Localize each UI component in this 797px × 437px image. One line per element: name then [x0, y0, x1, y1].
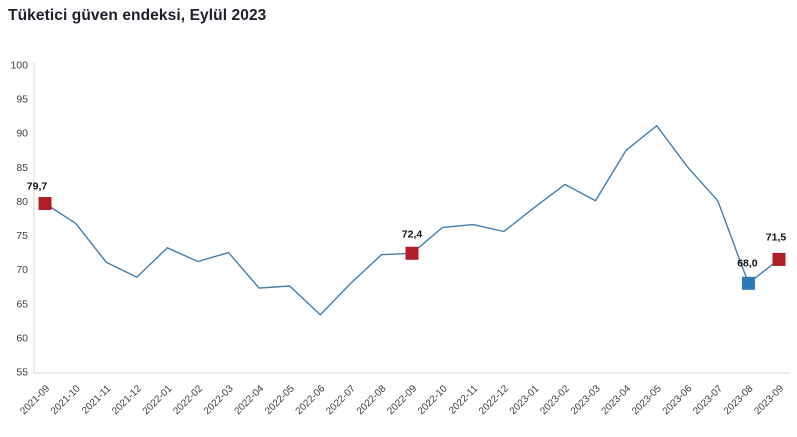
- x-tick-label-2022-08: 2022-08: [355, 383, 389, 417]
- x-tick-label-2022-04: 2022-04: [232, 383, 266, 417]
- x-tick-label-2023-06: 2023-06: [661, 383, 695, 417]
- data-point-marker-2022-09: [405, 246, 419, 260]
- x-tick-label-2022-11: 2022-11: [447, 383, 481, 417]
- data-point-label-2023-09: 71,5: [766, 231, 787, 243]
- y-tick-label-60: 60: [16, 332, 28, 344]
- y-tick-label-70: 70: [16, 264, 28, 276]
- data-point-label-2022-09: 72,4: [402, 228, 423, 240]
- data-point-marker-2021-09: [38, 196, 52, 210]
- x-tick-label-2022-12: 2022-12: [477, 383, 511, 417]
- x-tick-label-2023-07: 2023-07: [691, 383, 725, 417]
- x-tick-label-2022-03: 2022-03: [202, 383, 236, 417]
- x-tick-label-2023-05: 2023-05: [630, 383, 664, 417]
- x-tick-label-2021-09: 2021-09: [18, 383, 52, 417]
- x-tick-label-2022-07: 2022-07: [324, 383, 358, 417]
- series-line: [44, 124, 780, 316]
- y-tick-label-90: 90: [16, 128, 28, 140]
- x-tick-label-2023-02: 2023-02: [538, 383, 572, 417]
- x-tick-label-2021-11: 2021-11: [80, 383, 114, 417]
- x-tick-label-2023-03: 2023-03: [569, 383, 603, 417]
- x-tick-label-2022-01: 2022-01: [141, 383, 175, 417]
- y-tick-label-80: 80: [16, 196, 28, 208]
- x-tick-label-2022-05: 2022-05: [263, 383, 297, 417]
- x-tick-label-2022-02: 2022-02: [171, 383, 205, 417]
- x-tick-label-2022-06: 2022-06: [294, 383, 328, 417]
- y-tick-label-65: 65: [16, 298, 28, 310]
- y-tick-label-95: 95: [16, 94, 28, 106]
- y-tick-label-85: 85: [16, 162, 28, 174]
- data-point-marker-2023-08: [741, 276, 755, 290]
- data-point-marker-2023-09: [772, 252, 786, 266]
- data-point-label-2021-09: 79,7: [27, 180, 48, 192]
- x-tick-label-2023-01: 2023-01: [508, 383, 542, 417]
- x-tick-label-2022-09: 2022-09: [385, 383, 419, 417]
- page-title: Tüketici güven endeksi, Eylül 2023: [8, 7, 267, 24]
- y-tick-label-55: 55: [16, 367, 28, 379]
- y-tick-label-75: 75: [16, 230, 28, 242]
- data-point-label-2023-08: 68,0: [737, 257, 758, 269]
- x-tick-label-2021-10: 2021-10: [49, 383, 83, 417]
- x-tick-label-2021-12: 2021-12: [110, 383, 144, 417]
- x-tick-label-2023-04: 2023-04: [599, 383, 633, 417]
- x-tick-label-2022-10: 2022-10: [416, 383, 450, 417]
- y-tick-label-100: 100: [10, 60, 28, 72]
- x-tick-label-2023-09: 2023-09: [752, 383, 786, 417]
- x-tick-label-2023-08: 2023-08: [722, 383, 756, 417]
